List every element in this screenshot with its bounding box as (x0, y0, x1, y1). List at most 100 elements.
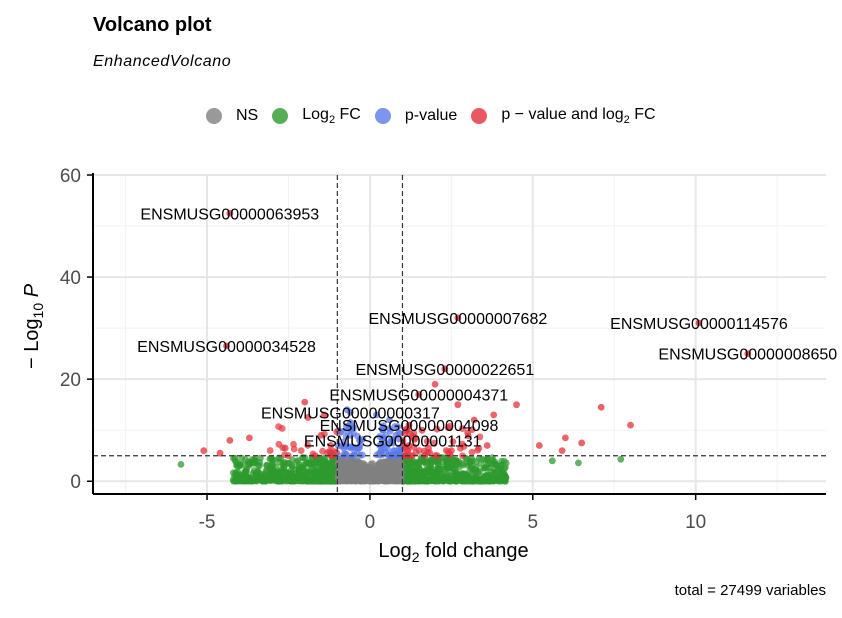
fc-point (575, 459, 582, 467)
fc-point (411, 477, 419, 485)
pvalue-point (384, 447, 392, 454)
ns-point (373, 465, 381, 473)
significant-point (423, 437, 431, 445)
ns-point (365, 471, 372, 479)
significant-point (281, 444, 289, 452)
significant-point (226, 437, 234, 444)
fc-point (177, 460, 185, 468)
fc-point (420, 477, 428, 485)
significant-point (433, 425, 441, 433)
fc-point (317, 475, 325, 483)
data-points (177, 209, 752, 468)
legend-swatch-ns (206, 108, 222, 124)
x-tick-label: 0 (365, 512, 376, 533)
fc-point (403, 462, 411, 470)
fc-point (499, 474, 507, 482)
significant-point (216, 449, 224, 457)
fc-point (245, 462, 253, 469)
significant-point (405, 442, 413, 449)
pvalue-point (395, 444, 403, 452)
significant-point (476, 433, 484, 441)
point-label: ENSMUSG00000034528 (137, 339, 316, 356)
significant-point (297, 447, 305, 455)
legend-item-both: p − value and log2 FC (471, 106, 656, 126)
point-label: ENSMUSG00000022651 (355, 362, 534, 379)
significant-point (281, 451, 289, 459)
ns-point (337, 461, 344, 468)
significant-point (578, 439, 586, 447)
significant-point (327, 448, 335, 456)
fc-point (324, 466, 332, 474)
pvalue-point (359, 451, 366, 459)
chart-subtitle: EnhancedVolcano (93, 53, 232, 70)
pvalue-point (373, 411, 380, 419)
fc-point (250, 456, 258, 464)
labeled-point (346, 408, 354, 416)
significant-point (410, 429, 418, 437)
significant-point (200, 447, 208, 455)
fc-point (267, 454, 275, 462)
ns-point (340, 475, 347, 482)
fc-point (548, 457, 556, 465)
significant-point (425, 444, 432, 452)
chart-legend: NS Log2 FC p-value p − value and log2 FC (206, 104, 670, 128)
fc-point (428, 470, 435, 478)
fc-point (274, 468, 282, 476)
pvalue-point (382, 431, 389, 439)
point-label: ENSMUSG00000007682 (368, 311, 547, 328)
fc-point (254, 461, 262, 469)
legend-swatch-pvalue (374, 108, 391, 124)
fc-point (480, 464, 488, 472)
fc-point (275, 477, 283, 485)
point-label: ENSMUSG00000008650 (658, 347, 837, 364)
point-label: ENSMUSG00000063953 (140, 206, 319, 223)
significant-point (412, 449, 420, 456)
fc-point (311, 467, 319, 475)
ns-point (356, 462, 363, 469)
ns-point (384, 475, 391, 482)
labeled-point (415, 391, 423, 398)
fc-point (438, 465, 446, 473)
significant-point (470, 416, 478, 424)
point-label: ENSMUSG00000004371 (329, 387, 508, 404)
fc-point (246, 475, 253, 482)
chart-title: Volcano plot (93, 14, 212, 36)
fc-point (472, 477, 480, 485)
fc-point (492, 461, 499, 469)
point-label: ENSMUSG00000001131 (304, 433, 482, 450)
significant-point (490, 411, 498, 419)
significant-point (311, 452, 319, 460)
fc-point (419, 457, 427, 465)
significant-point (444, 424, 452, 432)
significant-point (304, 414, 312, 421)
significant-point (430, 439, 438, 447)
ns-point (381, 458, 388, 465)
y-tick-label: 0 (70, 472, 81, 493)
significant-point (449, 438, 457, 446)
fc-point (434, 477, 442, 485)
significant-point (290, 440, 297, 448)
fc-point (293, 458, 301, 466)
fc-point (329, 459, 337, 467)
fc-point (289, 477, 296, 485)
fc-point (317, 456, 325, 464)
significant-point (320, 411, 328, 419)
fc-point (234, 463, 242, 471)
significant-point (460, 443, 468, 450)
fc-point (301, 468, 308, 476)
labeled-point (405, 421, 413, 429)
x-axis-title: Log2 fold change (378, 540, 528, 565)
significant-point (404, 447, 411, 455)
ns-point (383, 463, 390, 471)
labeled-point (744, 350, 752, 358)
fc-point (501, 463, 509, 471)
significant-point (403, 427, 411, 435)
pvalue-point (348, 444, 356, 452)
pvalue-point (379, 426, 387, 434)
significant-point (447, 447, 455, 455)
legend-item-log2fc: Log2 FC (272, 106, 361, 126)
significant-point (464, 429, 472, 437)
significant-point (278, 425, 286, 432)
ns-point (348, 458, 355, 465)
